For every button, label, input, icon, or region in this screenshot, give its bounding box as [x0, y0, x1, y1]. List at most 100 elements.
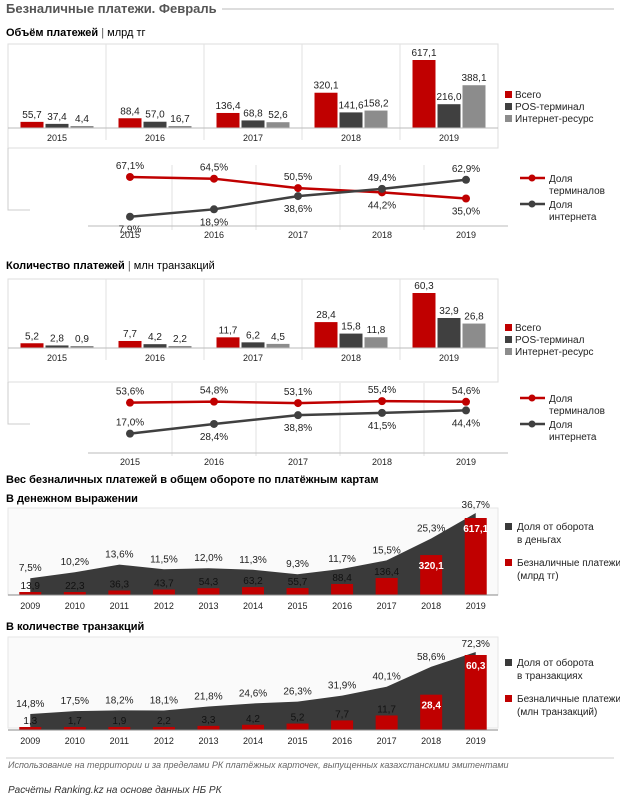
area-value-label: 31,9% — [328, 681, 356, 692]
series-point — [462, 175, 470, 184]
bar-pos — [339, 333, 363, 348]
point-value-label: 35,0% — [452, 207, 480, 218]
point-value-label: 38,8% — [284, 423, 312, 434]
x-tick-label: 2011 — [110, 601, 129, 611]
point-value-label: 44,2% — [368, 200, 396, 211]
bar-value-label: 617,1 — [411, 48, 436, 59]
bar-internet — [266, 343, 290, 348]
series-point — [210, 397, 218, 406]
series-point — [462, 194, 470, 203]
payment-bar — [63, 592, 86, 595]
point-value-label: 17,0% — [116, 418, 144, 429]
bar-pos — [143, 344, 167, 348]
legend-swatch — [505, 695, 512, 702]
volume-title: Объём платежей | млрд тг — [6, 27, 146, 39]
bar-internet — [70, 126, 94, 128]
x-tick-label: 2018 — [372, 457, 392, 467]
share-area — [30, 513, 476, 595]
area-value-label: 18,1% — [150, 695, 178, 706]
series-point — [126, 429, 134, 438]
footer-source: Расчёты Ranking.kz на основе данных НБ Р… — [8, 785, 223, 796]
area-value-label: 17,5% — [61, 696, 89, 707]
point-value-label: 54,8% — [200, 386, 228, 397]
bar-value-label: 5,2 — [291, 713, 305, 724]
x-tick-label: 2012 — [154, 736, 174, 746]
payment-bar — [375, 577, 398, 595]
bar-value-label: 88,4 — [332, 573, 352, 584]
bar-value-label: 88,4 — [120, 106, 140, 117]
bar-total — [216, 337, 240, 348]
x-tick-label: 2017 — [243, 353, 263, 363]
bar-value-label: 5,2 — [25, 331, 39, 342]
payment-bar — [286, 723, 309, 730]
bar-value-label: 11,7 — [377, 704, 396, 715]
payment-bar — [63, 727, 86, 730]
bar-value-label: 32,9 — [439, 306, 459, 317]
series-point — [210, 419, 218, 428]
legend-label: Безналичные платежи — [517, 694, 620, 705]
legend-label: Всего — [515, 90, 542, 101]
x-tick-label: 2017 — [377, 736, 397, 746]
x-tick-label: 2013 — [198, 601, 218, 611]
bar-value-label: 7,7 — [335, 709, 349, 720]
bar-value-label: 15,8 — [341, 322, 361, 333]
x-tick-label: 2015 — [120, 230, 140, 240]
bar-total — [314, 322, 338, 348]
legend-label: POS-терминал — [515, 102, 585, 113]
area-value-label: 11,5% — [150, 554, 178, 565]
bar-total — [118, 118, 142, 128]
bar-total — [314, 92, 338, 128]
series-point — [294, 184, 302, 193]
legend-label: терминалов — [549, 406, 605, 417]
x-tick-label: 2009 — [20, 601, 40, 611]
trans-title: В количестве транзакций — [6, 621, 144, 633]
bar-value-label: 26,8 — [464, 312, 484, 323]
legend-label: Интернет-ресурс — [515, 347, 594, 358]
x-tick-label: 2015 — [288, 736, 308, 746]
x-tick-label: 2017 — [288, 457, 308, 467]
bar-value-label: 28,4 — [421, 701, 441, 712]
bar-value-label: 37,4 — [47, 112, 67, 123]
x-tick-label: 2016 — [332, 736, 352, 746]
x-tick-label: 2016 — [332, 601, 352, 611]
x-tick-label: 2017 — [243, 133, 263, 143]
payment-bar — [19, 727, 42, 730]
x-tick-label: 2016 — [145, 353, 165, 363]
bar-internet — [70, 346, 94, 348]
legend-swatch — [505, 115, 512, 122]
page-title: Безналичные платежи. Февраль — [6, 1, 217, 16]
area-value-label: 24,6% — [239, 688, 267, 699]
bar-internet — [168, 126, 192, 128]
bar-total — [412, 60, 436, 128]
bar-internet — [266, 122, 290, 128]
bar-value-label: 60,3 — [466, 661, 486, 672]
bar-value-label: 6,2 — [246, 330, 260, 341]
area-value-label: 18,2% — [105, 695, 133, 706]
legend-marker — [528, 174, 536, 182]
x-tick-label: 2018 — [341, 353, 361, 363]
x-tick-label: 2019 — [439, 353, 459, 363]
bar-internet — [168, 345, 192, 348]
legend-label: POS-терминал — [515, 335, 585, 346]
bar-total — [20, 121, 44, 128]
legend-swatch — [505, 324, 512, 331]
bar-value-label: 43,7 — [154, 579, 174, 590]
bar-pos — [45, 123, 69, 128]
x-tick-label: 2012 — [154, 601, 174, 611]
legend-label: в деньгах — [517, 535, 561, 546]
x-tick-label: 2016 — [204, 457, 224, 467]
x-tick-label: 2018 — [421, 601, 441, 611]
bar-value-label: 60,3 — [414, 281, 434, 292]
point-value-label: 54,6% — [452, 386, 480, 397]
payment-bar — [242, 724, 264, 730]
point-value-label: 50,5% — [284, 172, 312, 183]
legend-label: Доля — [549, 174, 572, 185]
bar-value-label: 63,2 — [243, 576, 263, 587]
legend-label: интернета — [549, 432, 597, 443]
x-tick-label: 2018 — [341, 133, 361, 143]
bar-pos — [241, 342, 265, 348]
payment-bar — [464, 518, 487, 595]
legend-label: Доля от оборота — [517, 657, 594, 669]
bar-value-label: 52,6 — [268, 110, 288, 121]
